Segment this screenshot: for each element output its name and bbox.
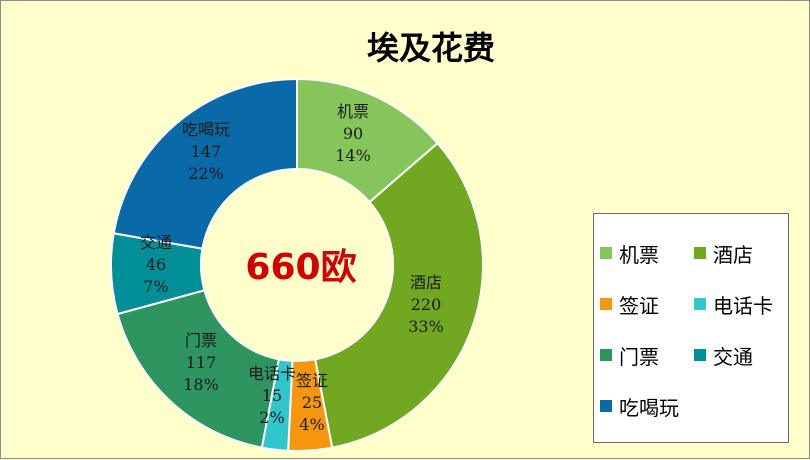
legend-item-交通: 交通 bbox=[694, 342, 753, 369]
legend-item-签证: 签证 bbox=[600, 291, 659, 318]
legend-swatch bbox=[600, 349, 612, 361]
legend-label: 电话卡 bbox=[713, 293, 773, 318]
legend-label: 交通 bbox=[713, 344, 753, 369]
legend-swatch bbox=[600, 247, 612, 259]
legend-swatch bbox=[600, 400, 612, 412]
chart-title: 埃及花费 bbox=[366, 29, 495, 67]
slice-酒店 bbox=[313, 141, 484, 449]
legend-label: 机票 bbox=[619, 242, 659, 267]
slice-门票 bbox=[116, 289, 281, 449]
data-label-交通: 交通 46 7% bbox=[140, 233, 172, 296]
slice-吃喝玩 bbox=[112, 77, 298, 250]
data-label-签证: 签证 25 4% bbox=[296, 371, 328, 434]
legend: 机票 酒店签证 电话卡门票 交通吃喝玩 bbox=[593, 213, 789, 443]
legend-swatch bbox=[694, 349, 706, 361]
data-label-门票: 门票 117 18% bbox=[183, 331, 219, 394]
legend-swatch bbox=[694, 247, 706, 259]
legend-item-酒店: 酒店 bbox=[694, 240, 753, 267]
legend-label: 签证 bbox=[619, 293, 659, 318]
legend-label: 吃喝玩 bbox=[619, 395, 679, 420]
data-label-吃喝玩: 吃喝玩 147 22% bbox=[182, 120, 230, 183]
data-label-机票: 机票 90 14% bbox=[335, 102, 371, 165]
legend-swatch bbox=[694, 298, 706, 310]
data-label-电话卡: 电话卡 15 2% bbox=[248, 364, 296, 427]
legend-item-电话卡: 电话卡 bbox=[694, 291, 773, 318]
legend-item-门票: 门票 bbox=[600, 342, 659, 369]
legend-item-机票: 机票 bbox=[600, 240, 659, 267]
center-total-label: 660欧 bbox=[245, 247, 356, 288]
legend-label: 酒店 bbox=[713, 242, 753, 267]
data-label-酒店: 酒店 220 33% bbox=[408, 273, 444, 336]
legend-swatch bbox=[600, 298, 612, 310]
legend-label: 门票 bbox=[619, 344, 659, 369]
legend-item-吃喝玩: 吃喝玩 bbox=[600, 393, 679, 420]
